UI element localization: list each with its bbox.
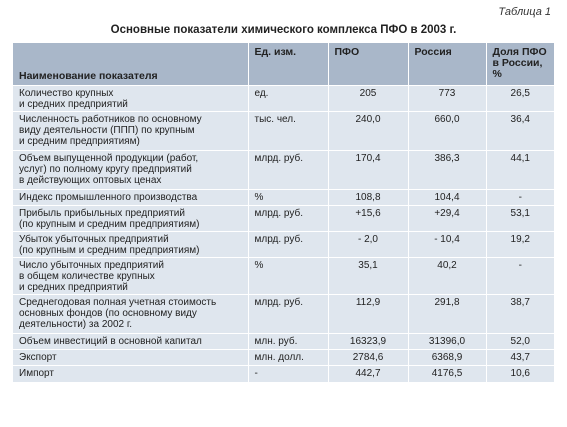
cell-unit: млрд. руб. <box>248 231 329 258</box>
table-row: Убыток убыточных предприятий (по крупным … <box>13 231 554 258</box>
cell-share: 43,7 <box>486 349 554 366</box>
table-row: Прибыль прибыльных предприятий (по крупны… <box>13 205 554 232</box>
cell-russia: 6368,9 <box>408 349 487 366</box>
cell-share: 36,4 <box>486 111 554 151</box>
cell-pfo: 442,7 <box>328 365 409 382</box>
cell-pfo: 240,0 <box>328 111 409 151</box>
cell-russia: +29,4 <box>408 205 487 232</box>
cell-pfo: 170,4 <box>328 150 409 190</box>
cell-indicator: Количество крупных и средних предприятий <box>13 85 249 112</box>
table-row: Объем инвестиций в основной капитал млн. … <box>13 333 554 350</box>
table-row: Численность работников по основному виду … <box>13 111 554 151</box>
cell-share: 19,2 <box>486 231 554 258</box>
cell-pfo: 16323,9 <box>328 333 409 350</box>
cell-indicator: Импорт <box>13 365 249 382</box>
cell-pfo: 112,9 <box>328 294 409 334</box>
table-caption: Таблица 1 <box>498 6 551 18</box>
cell-pfo: 108,8 <box>328 189 409 206</box>
cell-share: - <box>486 189 554 206</box>
cell-unit: - <box>248 365 329 382</box>
table-row: Число убыточных предприятий в общем колич… <box>13 257 554 295</box>
cell-share: 53,1 <box>486 205 554 232</box>
cell-unit: млрд. руб. <box>248 150 329 190</box>
cell-russia: 4176,5 <box>408 365 487 382</box>
table-row: Объем выпущенной продукции (работ, услуг)… <box>13 150 554 190</box>
column-header-russia: Россия <box>408 43 487 86</box>
cell-indicator: Число убыточных предприятий в общем колич… <box>13 257 249 295</box>
cell-indicator: Объем выпущенной продукции (работ, услуг)… <box>13 150 249 190</box>
column-header-share: Доля ПФО в России, % <box>486 43 554 86</box>
column-header-pfo: ПФО <box>328 43 409 86</box>
cell-unit: млрд. руб. <box>248 294 329 334</box>
cell-indicator: Численность работников по основному виду … <box>13 111 249 151</box>
table-title: Основные показатели химического комплекс… <box>110 24 457 36</box>
cell-share: 44,1 <box>486 150 554 190</box>
cell-unit: тыс. чел. <box>248 111 329 151</box>
cell-indicator: Прибыль прибыльных предприятий (по крупны… <box>13 205 249 232</box>
cell-share: 10,6 <box>486 365 554 382</box>
cell-russia: - 10,4 <box>408 231 487 258</box>
cell-pfo: +15,6 <box>328 205 409 232</box>
column-header-unit: Ед. изм. <box>248 43 329 86</box>
header-row: Наименование показателя Ед. изм. ПФО Рос… <box>13 43 554 86</box>
cell-unit: % <box>248 257 329 295</box>
cell-russia: 773 <box>408 85 487 112</box>
table-row: Индекс промышленного производства% 108,8 1… <box>13 189 554 206</box>
cell-russia: 40,2 <box>408 257 487 295</box>
table-row: Количество крупных и средних предприятий е… <box>13 85 554 112</box>
cell-share: 38,7 <box>486 294 554 334</box>
cell-unit: млн. долл. <box>248 349 329 366</box>
cell-share: 52,0 <box>486 333 554 350</box>
cell-pfo: - 2,0 <box>328 231 409 258</box>
cell-unit: ед. <box>248 85 329 112</box>
cell-pfo: 205 <box>328 85 409 112</box>
cell-unit: % <box>248 189 329 206</box>
table-row: Импорт -442,7 4176,5 10,6 <box>13 365 554 382</box>
table-row: Среднегодовая полная учетная стоимость ос… <box>13 294 554 334</box>
cell-unit: млрд. руб. <box>248 205 329 232</box>
cell-russia: 104,4 <box>408 189 487 206</box>
cell-pfo: 35,1 <box>328 257 409 295</box>
cell-share: - <box>486 257 554 295</box>
cell-indicator: Убыток убыточных предприятий (по крупным … <box>13 231 249 258</box>
indicators-table: Наименование показателя Ед. изм. ПФО Рос… <box>13 43 554 382</box>
cell-share: 26,5 <box>486 85 554 112</box>
cell-russia: 31396,0 <box>408 333 487 350</box>
cell-indicator: Среднегодовая полная учетная стоимость ос… <box>13 294 249 334</box>
cell-indicator: Экспорт <box>13 349 249 366</box>
cell-russia: 386,3 <box>408 150 487 190</box>
table-body: Количество крупных и средних предприятий е… <box>13 85 554 382</box>
cell-russia: 660,0 <box>408 111 487 151</box>
cell-pfo: 2784,6 <box>328 349 409 366</box>
cell-indicator: Индекс промышленного производства <box>13 189 249 206</box>
column-header-indicator: Наименование показателя <box>13 43 249 86</box>
cell-russia: 291,8 <box>408 294 487 334</box>
cell-unit: млн. руб. <box>248 333 329 350</box>
cell-indicator: Объем инвестиций в основной капитал <box>13 333 249 350</box>
table-row: Экспорт млн. долл. 2784,6 6368,9 43,7 <box>13 349 554 366</box>
